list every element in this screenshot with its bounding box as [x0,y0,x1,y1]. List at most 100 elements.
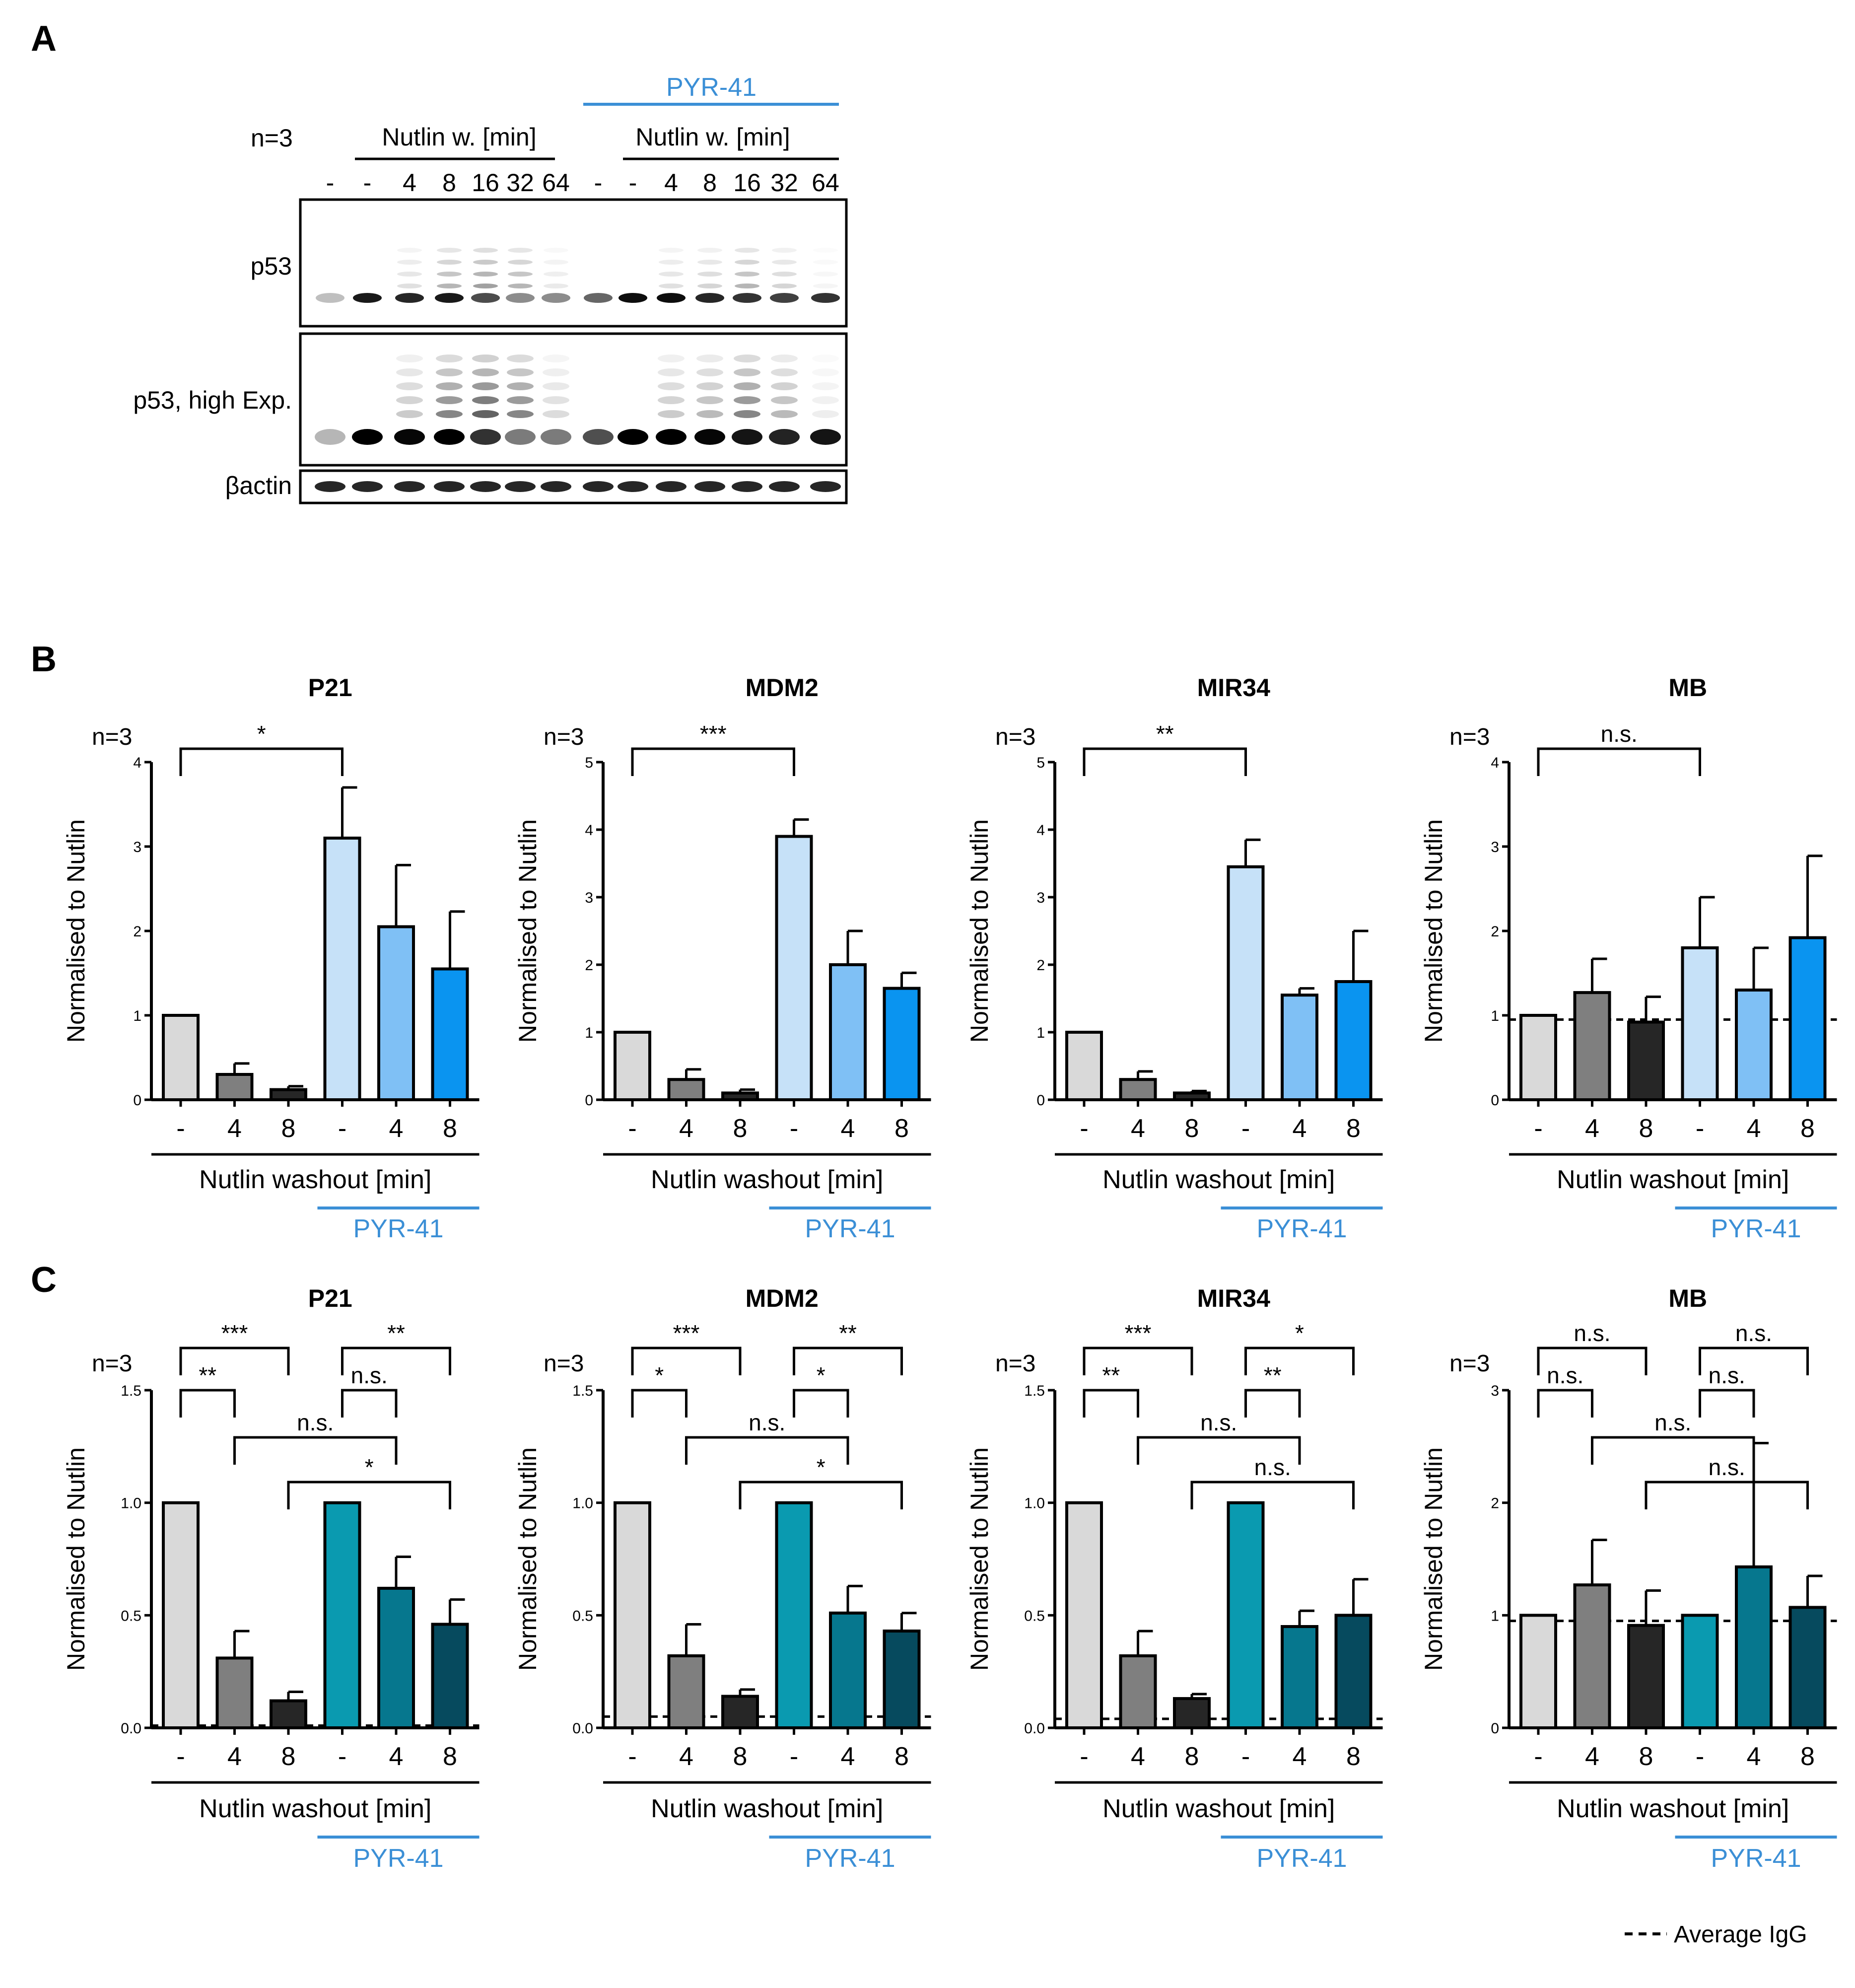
p53-high-ubiquitin-band [396,368,423,376]
p53-high-ubiquitin-band [734,396,760,404]
pyr-label: PYR-41 [353,1844,443,1873]
significance-label: ** [1156,721,1174,747]
actin-band [769,481,800,492]
p53-ubiquitin-band [318,272,343,277]
p53-high-ubiquitin-band [658,410,685,418]
chart-title: MDM2 [746,1284,819,1312]
p53-high-ubiquitin-band [585,410,612,418]
p53-high-ubiquitin-band [812,396,839,404]
p53-high-ubiquitin-band [812,410,839,418]
significance-label: n.s. [1654,1410,1691,1435]
significance-label: n.s. [1709,1362,1745,1388]
significance-bracket [631,1347,742,1375]
legend: Average IgG [1625,1921,1807,1948]
p53-ubiquitin-band [544,272,568,277]
p53-ubiquitin-band [772,284,797,288]
y-axis-label: Normalised to Nutlin [62,1447,90,1671]
significance-label: n.s. [1735,1320,1772,1346]
p53-high-ubiquitin-band [771,382,798,390]
actin-band [315,481,345,492]
blot-box-p53 [299,198,848,328]
y-tick-label: 4 [133,755,141,771]
pyr-label: PYR-41 [805,1844,895,1873]
y-tick-label: 3 [1491,1383,1499,1399]
p53-high-ubiquitin-band [619,410,646,418]
bar [667,1654,705,1730]
p53-ubiquitin-band [473,260,498,265]
y-tick-label: 4 [1491,755,1499,771]
significance-bracket [1699,1347,1809,1375]
p53-ubiquitin-band [544,284,568,288]
x-tick-label: - [628,1742,636,1771]
p53-ubiquitin-band [318,284,343,288]
p53-band [657,293,686,303]
blot-lane-label: 32 [770,169,798,197]
p53-high-ubiquitin-band [396,355,423,362]
significance-bracket [1537,1347,1648,1375]
p53-ubiquitin-band [697,272,722,277]
blot-group-label-right: Nutlin w. [min] [635,123,790,151]
legend-igg-label: Average IgG [1674,1921,1807,1948]
p53-ubiquitin-band [397,284,422,288]
chart-c-mdm2: MDM2 n=3 Normalised to Nutlin 0.0 0.5 1.0 1.5 -… [514,1284,931,1873]
y-axis-label: Normalised to Nutlin [514,1447,542,1671]
p53-band [695,293,724,303]
y-tick-label: 1 [1036,1025,1045,1041]
y-tick-label: 1.0 [572,1495,593,1512]
p53-band [542,293,570,303]
p53-high-ubiquitin-band [543,396,569,404]
bar [721,1695,759,1730]
y-axis-label: Normalised to Nutlin [965,819,993,1043]
chart-n-label: n=3 [544,1350,584,1377]
x-tick-label: 4 [389,1114,404,1143]
y-tick-label: 0 [1491,1092,1499,1109]
significance-bracket [631,1389,687,1418]
x-tick-label: 4 [841,1742,855,1771]
significance-bracket [1537,747,1701,776]
blot-lane-label: - [326,169,335,197]
significance-bracket [685,1436,849,1465]
bar [1119,1078,1157,1101]
p53-high-ubiquitin-band [696,368,723,376]
pyr-label: PYR-41 [1711,1214,1801,1243]
p53-high-band [470,429,501,445]
actin-band [434,481,465,492]
bar [1735,989,1773,1101]
p53-ubiquitin-band [544,260,568,265]
actin-band [541,481,571,492]
p53-high-ubiquitin-band [696,382,723,390]
p53-high-band [505,429,536,445]
y-tick-label: 1.0 [121,1495,141,1512]
y-axis-label: Normalised to Nutlin [1420,819,1447,1043]
x-tick-label: 4 [389,1742,404,1771]
significance-label: n.s. [1709,1454,1745,1480]
bar [270,1088,307,1102]
x-tick-label: 8 [443,1114,457,1143]
p53-ubiquitin-band [437,284,462,288]
significance-bracket [179,747,344,776]
x-tick-label: 4 [679,1742,693,1771]
significance-label: * [817,1454,825,1480]
x-tick-label: 8 [894,1114,909,1143]
x-tick-label: - [1696,1742,1704,1771]
chart-c-mir34: MIR34 n=3 Normalised to Nutlin 0.0 0.5 1.0 1.5… [965,1284,1383,1873]
actin-band [583,481,614,492]
y-tick-label: 2 [133,923,141,940]
p53-ubiquitin-band [397,248,422,253]
y-tick-label: 3 [133,839,141,855]
p53-high-ubiquitin-band [619,368,646,376]
chart-n-label: n=3 [92,1350,132,1377]
significance-bracket [1591,1436,1755,1465]
bar [162,1014,200,1101]
p53-ubiquitin-band [508,272,533,277]
p53-ubiquitin-band [735,248,759,253]
actin-band [732,481,762,492]
p53-high-ubiquitin-band [696,396,723,404]
x-tick-label: 8 [733,1114,748,1143]
p53-high-ubiquitin-band [354,382,381,390]
significance-bracket [287,1481,451,1509]
actin-band [618,481,648,492]
actin-band [394,481,425,492]
chart-n-label: n=3 [1449,1350,1490,1377]
p53-band [471,293,500,303]
